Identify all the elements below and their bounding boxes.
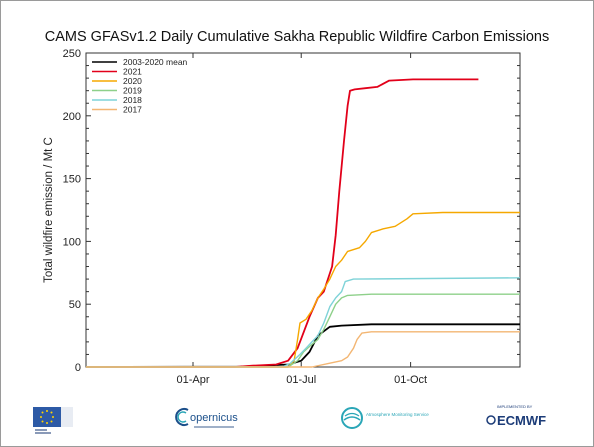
- legend-label: 2021: [123, 67, 142, 77]
- series-line-2003-2020-mean: [85, 323, 520, 368]
- ecmwf-small-text: IMPLEMENTED BY: [497, 404, 533, 409]
- plot-area: [85, 52, 521, 368]
- legend-label: 2020: [123, 76, 142, 86]
- ecmwf-logo: IMPLEMENTED BY ECMWF: [486, 404, 546, 428]
- legend-label: 2019: [123, 86, 142, 96]
- eu-logo: [33, 407, 73, 434]
- y-axis: 0 50 100 150 200 250: [63, 48, 520, 374]
- x-tick-label: 01-Oct: [394, 374, 427, 386]
- series-line-2020: [86, 211, 520, 368]
- y-axis-label: Total wildfire emission / Mt C: [43, 137, 55, 283]
- series-line-2021: [86, 78, 479, 368]
- y-tick-label: 200: [63, 111, 81, 123]
- copernicus-logo: opernicus: [175, 408, 238, 428]
- y-tick-label: 250: [63, 48, 81, 60]
- legend-label: 2018: [123, 95, 142, 105]
- cams-logo: Atmosphere Monitoring Service: [341, 407, 429, 429]
- cams-text: Atmosphere Monitoring Service: [366, 412, 429, 417]
- legend-label: 2003-2020 mean: [123, 57, 188, 67]
- series-line-2019: [86, 293, 520, 368]
- legend-label: 2017: [123, 105, 142, 115]
- series-line-2018: [86, 277, 521, 368]
- series-line-2017: [86, 331, 520, 368]
- ecmwf-text: ECMWF: [497, 413, 546, 428]
- x-tick-label: 01-Apr: [176, 374, 209, 386]
- x-axis: 01-Apr 01-Jul 01-Oct: [176, 53, 427, 386]
- y-tick-label: 100: [63, 236, 81, 248]
- y-tick-label: 50: [69, 299, 81, 311]
- series-lines: [85, 78, 521, 368]
- y-tick-label: 0: [75, 362, 81, 374]
- chart-title: CAMS GFASv1.2 Daily Cumulative Sakha Rep…: [45, 29, 549, 45]
- copernicus-text: opernicus: [190, 412, 238, 424]
- x-tick-label: 01-Jul: [286, 374, 316, 386]
- y-tick-label: 150: [63, 174, 81, 186]
